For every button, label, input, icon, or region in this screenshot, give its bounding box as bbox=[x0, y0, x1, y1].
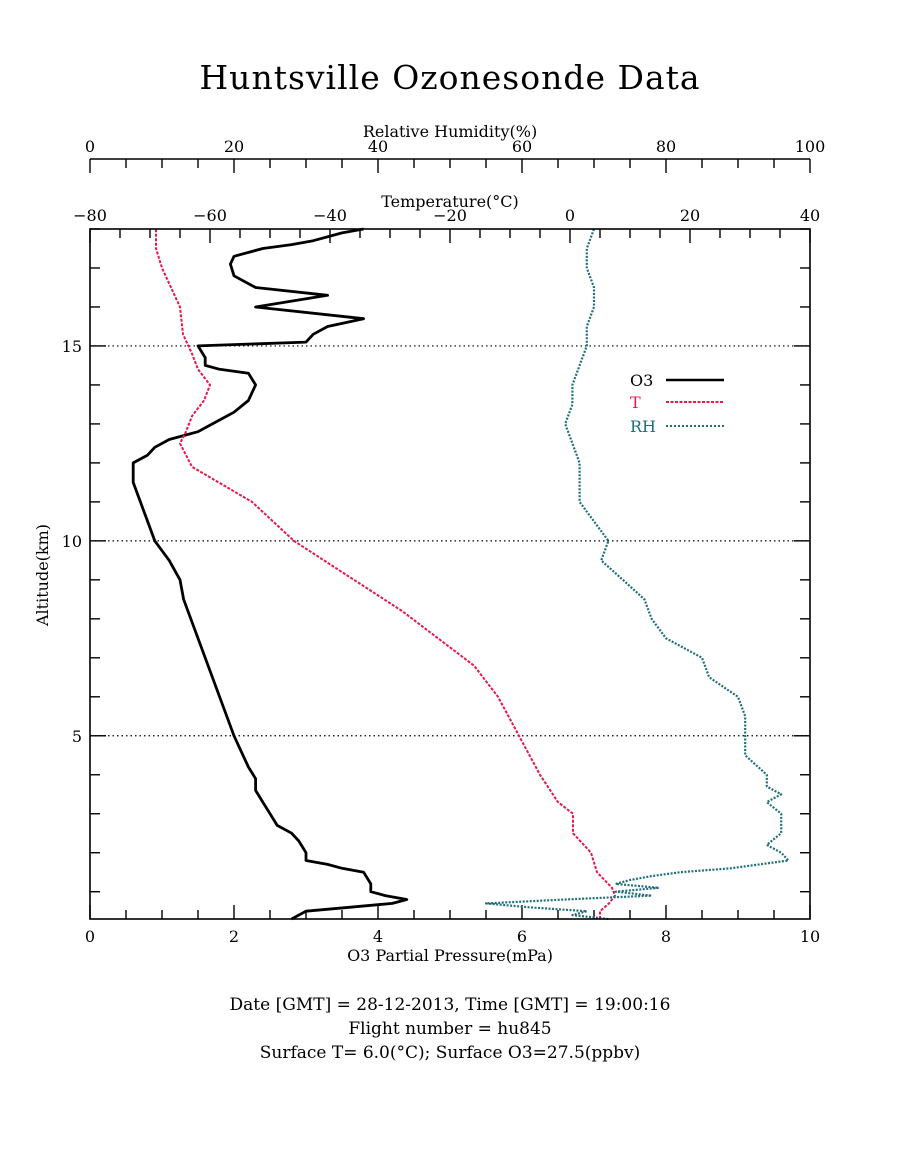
x-axis-label-temperature: Temperature(°C) bbox=[381, 192, 519, 211]
legend-label-o3: O3 bbox=[630, 371, 653, 390]
series-line-rh bbox=[484, 228, 790, 921]
x-tick-label-o3: 6 bbox=[517, 927, 527, 946]
x-tick-label-rh: 100 bbox=[795, 137, 826, 156]
x-tick-label-o3: 0 bbox=[85, 927, 95, 946]
footer-flight-number: Flight number = hu845 bbox=[348, 1019, 552, 1039]
x-tick-label-temperature: −80 bbox=[73, 206, 107, 225]
x-tick-label-temperature: 40 bbox=[800, 206, 820, 225]
y-tick-label: 10 bbox=[62, 532, 82, 551]
legend: O3 T RH bbox=[630, 371, 724, 436]
legend-label-rh: RH bbox=[630, 417, 656, 436]
y-tick-label: 5 bbox=[72, 727, 82, 746]
x-tick-label-o3: 8 bbox=[661, 927, 671, 946]
x-tick-label-temperature: −60 bbox=[193, 206, 227, 225]
series-line-t bbox=[155, 229, 616, 919]
axis-ticks bbox=[89, 159, 811, 919]
x-tick-label-temperature: 20 bbox=[680, 206, 700, 225]
y-axis-label: Altitude(km) bbox=[33, 524, 52, 627]
grid-lines bbox=[90, 345, 810, 737]
x-tick-label-rh: 60 bbox=[512, 137, 532, 156]
legend-label-t: T bbox=[630, 393, 641, 412]
x-tick-label-o3: 4 bbox=[373, 927, 383, 946]
x-tick-label-temperature: −40 bbox=[313, 206, 347, 225]
series-lines bbox=[131, 227, 790, 921]
x-tick-label-rh: 40 bbox=[368, 137, 388, 156]
x-tick-label-temperature: −20 bbox=[433, 206, 467, 225]
x-tick-label-rh: 0 bbox=[85, 137, 95, 156]
x-tick-label-o3: 2 bbox=[229, 927, 239, 946]
plot-frame bbox=[89, 228, 811, 920]
x-tick-label-temperature: 0 bbox=[565, 206, 575, 225]
chart-title: Huntsville Ozonesonde Data bbox=[199, 58, 701, 97]
x-tick-label-rh: 20 bbox=[224, 137, 244, 156]
x-tick-label-rh: 80 bbox=[656, 137, 676, 156]
x-axis-label-o3: O3 Partial Pressure(mPa) bbox=[347, 946, 553, 965]
x-axis-label-rh: Relative Humidity(%) bbox=[363, 122, 537, 141]
x-tick-label-o3: 10 bbox=[800, 927, 820, 946]
y-tick-label: 15 bbox=[62, 337, 82, 356]
series-line-o3 bbox=[131, 227, 409, 921]
footer-date-time: Date [GMT] = 28-12-2013, Time [GMT] = 19… bbox=[229, 995, 671, 1015]
footer-surface-values: Surface T= 6.0(°C); Surface O3=27.5(ppbv… bbox=[259, 1043, 641, 1063]
tick-labels: 5 10 15 0 2 4 6 8 10 −80 −60 −40 −20 0 20 40 0 20 40 60 80 10… bbox=[62, 137, 826, 946]
